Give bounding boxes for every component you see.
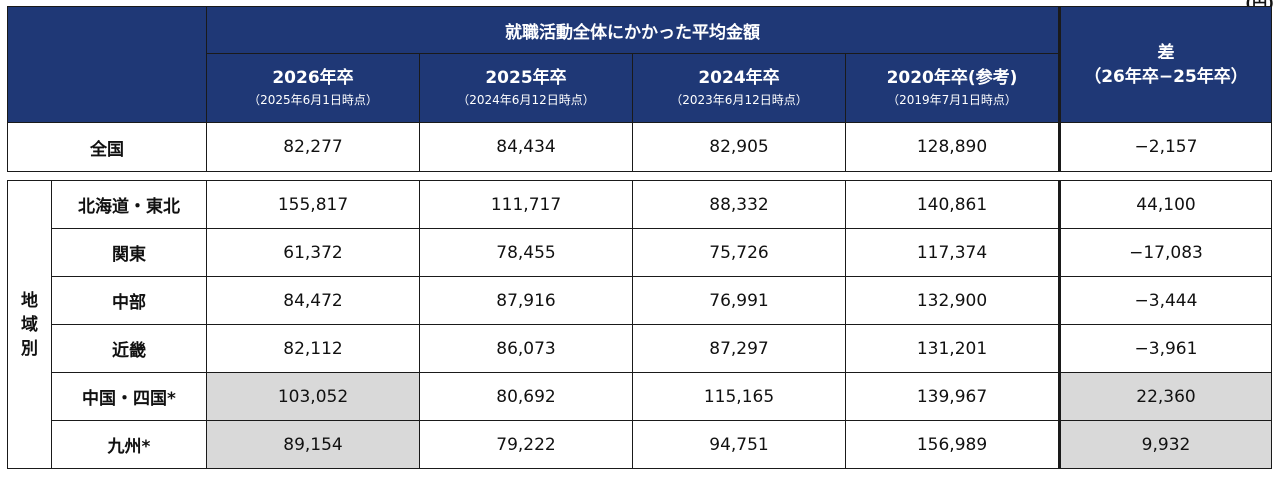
col-header-2026: 2026年卒 （2025年6月1日時点） bbox=[206, 53, 420, 123]
table-row: 近畿 82,112 86,073 87,297 131,201 −3,961 bbox=[8, 324, 1272, 373]
table-cell: 156,989 bbox=[845, 420, 1060, 469]
table-cell: 155,817 bbox=[206, 180, 420, 229]
table-cell: 89,154 bbox=[206, 420, 420, 469]
col-year: 2026年卒 bbox=[272, 68, 354, 88]
diff-cell: −17,083 bbox=[1058, 228, 1272, 277]
table-cell: 131,201 bbox=[845, 324, 1060, 373]
region-group-char: 別 bbox=[21, 338, 38, 359]
national-row: 全国 82,277 84,434 82,905 128,890 −2,157 bbox=[7, 122, 1272, 172]
header-row-1: 就職活動全体にかかった平均金額 差 （26年卒−25年卒） bbox=[7, 6, 1272, 123]
diff-title: 差 bbox=[1157, 42, 1175, 63]
header-row-2: 2026年卒 （2025年6月1日時点） 2025年卒 （2024年6月12日時… bbox=[8, 53, 1272, 123]
cost-table: 就職活動全体にかかった平均金額 差 （26年卒−25年卒） 2026年卒 （20… bbox=[7, 6, 1272, 469]
table-cell: 80,692 bbox=[419, 372, 633, 421]
table-cell: 84,434 bbox=[419, 122, 633, 172]
table-cell: 139,967 bbox=[845, 372, 1060, 421]
table-cell: 76,991 bbox=[632, 276, 846, 325]
diff-cell: 9,932 bbox=[1058, 420, 1272, 469]
table-cell: 87,916 bbox=[419, 276, 633, 325]
diff-cell: 22,360 bbox=[1058, 372, 1272, 421]
region-group-label: 地域別 bbox=[7, 180, 52, 469]
table-cell: 78,455 bbox=[419, 228, 633, 277]
col-year: 2020年卒(参考) bbox=[886, 68, 1018, 88]
col-date: （2025年6月1日時点） bbox=[248, 93, 378, 107]
table-cell: 84,472 bbox=[206, 276, 420, 325]
table-cell: 88,332 bbox=[632, 180, 846, 229]
table-row: 関東 61,372 78,455 75,726 117,374 −17,083 bbox=[8, 228, 1272, 277]
table-cell: 111,717 bbox=[419, 180, 633, 229]
row-label: 九州* bbox=[51, 420, 207, 469]
spacer-row bbox=[8, 172, 1272, 181]
col-header-2020: 2020年卒(参考) （2019年7月1日時点） bbox=[845, 53, 1060, 123]
row-label: 全国 bbox=[7, 122, 207, 172]
table-cell: 82,905 bbox=[632, 122, 846, 172]
row-label: 中国・四国* bbox=[51, 372, 207, 421]
diff-cell: −2,157 bbox=[1058, 122, 1272, 172]
table-row: 中部 84,472 87,916 76,991 132,900 −3,444 bbox=[8, 276, 1272, 325]
table-cell: 86,073 bbox=[419, 324, 633, 373]
table-row: 中国・四国* 103,052 80,692 115,165 139,967 22… bbox=[8, 372, 1272, 421]
diff-cell: −3,961 bbox=[1058, 324, 1272, 373]
region-group-text: 地域別 bbox=[8, 289, 51, 361]
table-cell: 79,222 bbox=[419, 420, 633, 469]
header-corner bbox=[7, 6, 207, 123]
col-header-2024: 2024年卒 （2023年6月12日時点） bbox=[632, 53, 846, 123]
table-cell: 103,052 bbox=[206, 372, 420, 421]
region-group-char: 域 bbox=[21, 314, 38, 335]
diff-cell: −3,444 bbox=[1058, 276, 1272, 325]
table-cell: 115,165 bbox=[632, 372, 846, 421]
spacer bbox=[8, 172, 1272, 181]
group-title: 就職活動全体にかかった平均金額 bbox=[206, 6, 1060, 54]
region-group-char: 地 bbox=[21, 290, 38, 311]
row-label: 中部 bbox=[51, 276, 207, 325]
table-cell: 87,297 bbox=[632, 324, 846, 373]
diff-subtitle: （26年卒−25年卒） bbox=[1084, 66, 1248, 87]
col-date: （2019年7月1日時点） bbox=[887, 93, 1017, 107]
col-year: 2025年卒 bbox=[485, 68, 567, 88]
table-cell: 128,890 bbox=[845, 122, 1060, 172]
diff-header: 差 （26年卒−25年卒） bbox=[1058, 6, 1272, 123]
table-row: 九州* 89,154 79,222 94,751 156,989 9,932 bbox=[8, 420, 1272, 469]
table-cell: 82,112 bbox=[206, 324, 420, 373]
table-cell: 132,900 bbox=[845, 276, 1060, 325]
table-cell: 94,751 bbox=[632, 420, 846, 469]
table-cell: 61,372 bbox=[206, 228, 420, 277]
table-cell: 117,374 bbox=[845, 228, 1060, 277]
col-date: （2023年6月12日時点） bbox=[670, 93, 808, 107]
table-cell: 140,861 bbox=[845, 180, 1060, 229]
row-label: 北海道・東北 bbox=[51, 180, 207, 229]
col-header-2025: 2025年卒 （2024年6月12日時点） bbox=[419, 53, 633, 123]
row-label: 関東 bbox=[51, 228, 207, 277]
col-year: 2024年卒 bbox=[698, 68, 780, 88]
col-date: （2024年6月12日時点） bbox=[457, 93, 595, 107]
row-label: 近畿 bbox=[51, 324, 207, 373]
table-cell: 82,277 bbox=[206, 122, 420, 172]
table-cell: 75,726 bbox=[632, 228, 846, 277]
diff-cell: 44,100 bbox=[1058, 180, 1272, 229]
table-row: 地域別 北海道・東北 155,817 111,717 88,332 140,86… bbox=[7, 180, 1272, 469]
